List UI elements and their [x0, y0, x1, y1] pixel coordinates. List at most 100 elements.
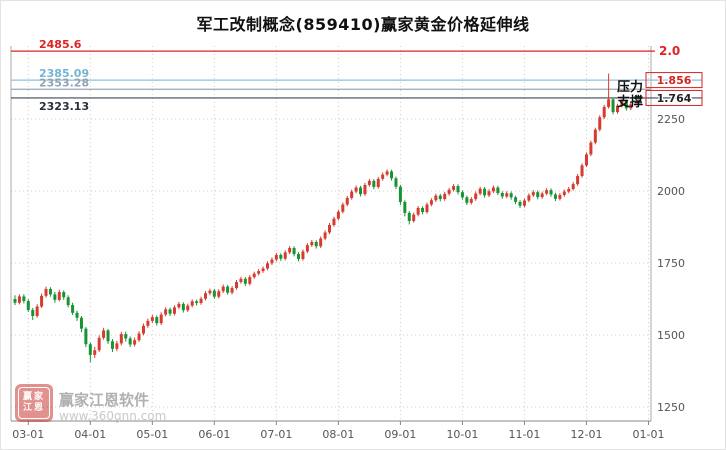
candle-body — [438, 195, 442, 200]
candle-body — [257, 271, 261, 274]
x-axis-tick-label: 05-01 — [136, 428, 168, 441]
candle-body — [217, 291, 221, 297]
candle-body — [88, 344, 92, 355]
axes — [10, 46, 652, 425]
x-axis-tick-label: 09-01 — [384, 428, 416, 441]
candle-body — [319, 238, 323, 247]
candle-body — [261, 268, 265, 272]
candle-body — [474, 193, 478, 200]
x-axis-tick-label: 10-01 — [446, 428, 478, 441]
candle-body — [429, 200, 433, 205]
candle-body — [367, 180, 371, 185]
candle-body — [110, 341, 114, 349]
brand-logo-text-row2: 江恩 — [22, 403, 45, 413]
candle-body — [26, 301, 30, 310]
candle-body — [279, 254, 283, 259]
candle-body — [17, 296, 21, 303]
candle-body — [230, 288, 234, 293]
candle-body — [164, 309, 168, 315]
candle-body — [381, 174, 385, 179]
x-axis-tick-label: 01-01 — [633, 428, 665, 441]
candle-body — [607, 99, 611, 107]
y-axis-tick-label: 1500 — [657, 329, 685, 342]
candle-body — [394, 178, 398, 187]
candle-body — [168, 309, 172, 314]
candle-body — [40, 295, 44, 307]
candle-body — [505, 193, 509, 197]
candle-body — [540, 193, 544, 198]
brand-logo: 赢家 江恩 — [15, 384, 53, 422]
candle-body — [305, 245, 309, 252]
candle-body — [181, 303, 185, 311]
extension-price-label: 2353.28 — [39, 76, 89, 89]
y-axis-tick-label: 1250 — [657, 401, 685, 414]
candle-body — [48, 288, 52, 295]
candle-body — [84, 328, 88, 345]
candle-body — [390, 171, 394, 179]
candle-body — [434, 195, 438, 201]
candle-body — [403, 201, 407, 213]
candle-body — [172, 307, 176, 314]
candle-body — [336, 211, 340, 219]
candle-body — [354, 187, 358, 192]
candle-body — [13, 299, 17, 303]
candle-body — [150, 317, 154, 321]
candle-body — [106, 330, 110, 342]
candle-body — [203, 293, 207, 299]
candle-body — [421, 207, 425, 213]
candle-body — [102, 330, 106, 338]
resistance-label: 压力 — [617, 79, 643, 95]
candle-body — [372, 180, 376, 187]
candle-body — [159, 314, 163, 324]
candle-body — [226, 286, 230, 293]
candle-body — [629, 104, 633, 109]
candle-body — [589, 142, 593, 155]
candle-body — [522, 200, 526, 206]
candle-body — [571, 184, 575, 189]
y-axis-tick-label: 2250 — [657, 113, 685, 126]
candle-body — [177, 303, 181, 308]
candle-body — [66, 297, 70, 306]
candle-body — [376, 178, 380, 187]
ratio-label-box — [645, 89, 703, 106]
candle-body — [190, 301, 194, 306]
candle-body — [310, 241, 314, 246]
extension-price-label: 2323.13 — [39, 100, 89, 113]
candle-body — [79, 317, 83, 329]
candle-body — [452, 186, 456, 190]
candle-body — [119, 334, 123, 344]
candle-body — [332, 218, 336, 225]
ratio-label-box — [645, 72, 703, 89]
candle-body — [407, 212, 411, 221]
brand-logo-seal: 赢家 江恩 — [18, 387, 50, 419]
candle-body — [496, 187, 500, 194]
candle-body — [602, 106, 606, 118]
candle-body — [398, 186, 402, 202]
candle-body — [314, 241, 318, 247]
x-axis-tick-label: 04-01 — [74, 428, 106, 441]
candle-body — [416, 207, 420, 215]
watermark-url: www.360gnn.com — [59, 409, 167, 423]
y-axis-tick-label: 1750 — [657, 257, 685, 270]
candle-body — [350, 191, 354, 198]
candle-body — [598, 117, 602, 130]
candle-body — [341, 204, 345, 212]
candle-body — [456, 186, 460, 193]
candle-body — [288, 248, 292, 253]
extension-lines — [11, 50, 702, 99]
candle-body — [137, 333, 141, 341]
candle-body — [545, 190, 549, 194]
extension-price-label: 2485.6 — [39, 38, 82, 51]
candle-body — [115, 343, 119, 349]
candle-body — [141, 325, 145, 334]
candle-body — [212, 290, 216, 297]
y-axis-tick-label: 2000 — [657, 185, 685, 198]
brand-logo-text-row1: 赢家 — [22, 392, 45, 402]
candle-body — [553, 194, 557, 199]
candle-body — [478, 188, 482, 194]
candle-body — [128, 338, 132, 345]
candle-body — [359, 187, 363, 195]
chart-title: 军工改制概念(859410)赢家黄金价格延伸线 — [196, 15, 530, 34]
